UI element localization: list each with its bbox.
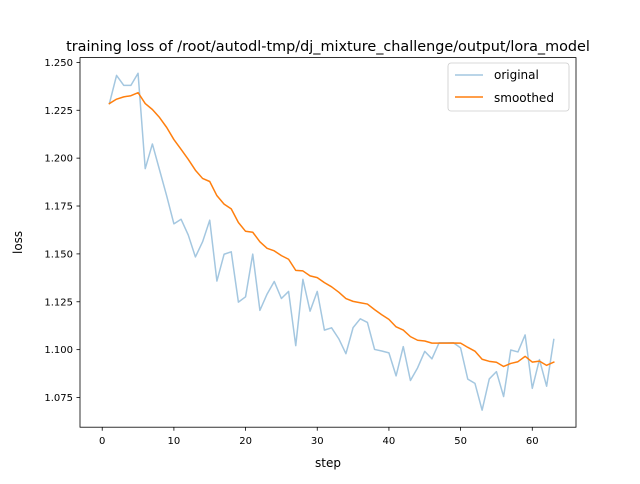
chart-title: training loss of /root/autodl-tmp/dj_mix… bbox=[66, 39, 590, 55]
y-tick-label: 1.125 bbox=[44, 297, 73, 308]
x-tick-label: 40 bbox=[383, 436, 396, 447]
y-axis-ticks: 1.075 1.100 1.125 1.150 1.175 1.200 1.225 1.250 bbox=[44, 58, 80, 404]
y-tick-label: 1.225 bbox=[44, 106, 73, 117]
legend-label-smoothed: smoothed bbox=[494, 91, 554, 105]
x-tick-label: 50 bbox=[454, 436, 467, 447]
y-tick-label: 1.175 bbox=[44, 202, 73, 213]
x-tick-label: 0 bbox=[99, 436, 105, 447]
series-line-original bbox=[108, 72, 555, 411]
x-axis-label: step bbox=[315, 456, 341, 470]
y-tick-label: 1.200 bbox=[44, 154, 73, 165]
x-tick-label: 20 bbox=[239, 436, 252, 447]
y-tick-label: 1.250 bbox=[44, 58, 73, 69]
legend: original smoothed bbox=[447, 62, 570, 112]
legend-label-original: original bbox=[494, 68, 539, 82]
x-axis-ticks: 0 10 20 30 40 50 60 bbox=[99, 427, 539, 447]
plot-frame bbox=[79, 57, 577, 428]
x-tick-label: 30 bbox=[311, 436, 324, 447]
x-tick-label: 60 bbox=[526, 436, 539, 447]
y-tick-label: 1.100 bbox=[44, 345, 73, 356]
series-line-smoothed bbox=[108, 91, 555, 368]
x-tick-label: 10 bbox=[168, 436, 181, 447]
y-tick-label: 1.075 bbox=[44, 393, 73, 404]
y-axis-label: loss bbox=[11, 231, 25, 254]
plot-lines bbox=[108, 72, 555, 411]
y-tick-label: 1.150 bbox=[44, 249, 73, 260]
